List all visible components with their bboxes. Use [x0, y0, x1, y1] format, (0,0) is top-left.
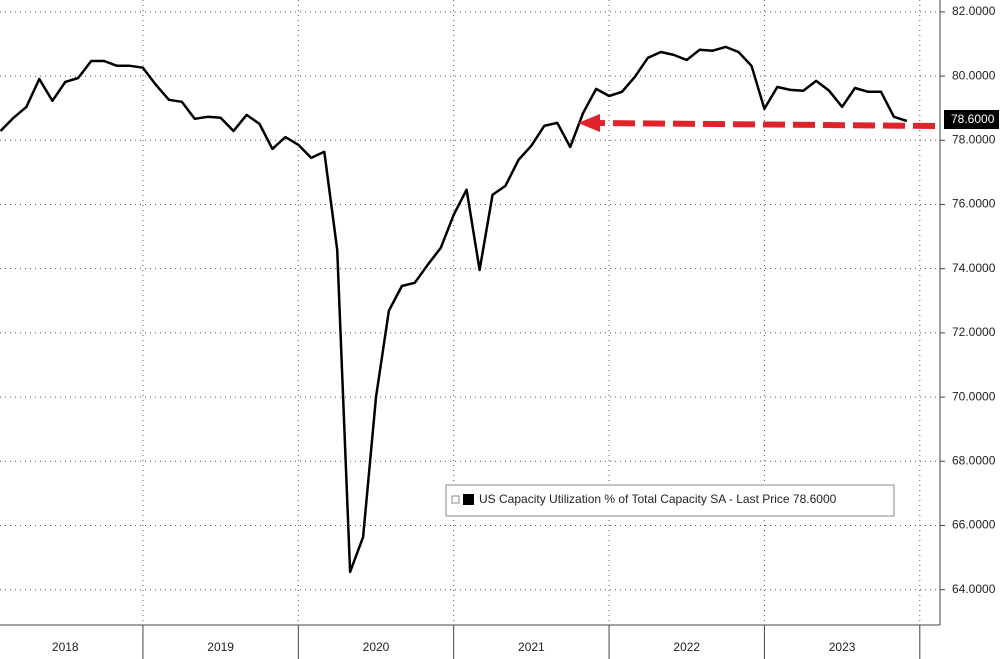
x-tick-label: 2023: [829, 640, 856, 654]
x-tick-label: 2021: [518, 640, 545, 654]
y-tick-label: 72.0000: [952, 325, 996, 339]
legend-swatch: [463, 494, 474, 505]
y-tick-label: 82.0000: [952, 4, 996, 18]
x-tick-label: 2022: [673, 640, 700, 654]
arrow-line: [597, 120, 936, 129]
y-tick-label: 78.0000: [952, 132, 996, 146]
y-tick-label: 80.0000: [952, 68, 996, 82]
x-tick-label: 2018: [52, 640, 79, 654]
legend-toggle: [451, 495, 460, 504]
y-tick-label: 74.0000: [952, 261, 996, 275]
y-tick-label: 76.0000: [952, 197, 996, 211]
legend-label: US Capacity Utilization % of Total Capac…: [479, 492, 837, 506]
y-tick-label: 68.0000: [952, 453, 996, 467]
arrow-head: [578, 114, 600, 132]
y-tick-label: 70.0000: [952, 389, 996, 403]
y-tick-label: 64.0000: [952, 582, 996, 596]
last-price-tag: 78.6000: [944, 110, 999, 129]
y-tick-label: 66.0000: [952, 518, 996, 532]
legend: US Capacity Utilization % of Total Capac…: [445, 484, 895, 517]
x-tick-label: 2019: [207, 640, 234, 654]
legend-box: [445, 484, 895, 517]
last-price-label: 78.6000: [951, 112, 995, 126]
last-price-box: [944, 110, 999, 129]
data-line: [0, 45, 908, 574]
x-tick-label: 2020: [363, 640, 390, 654]
